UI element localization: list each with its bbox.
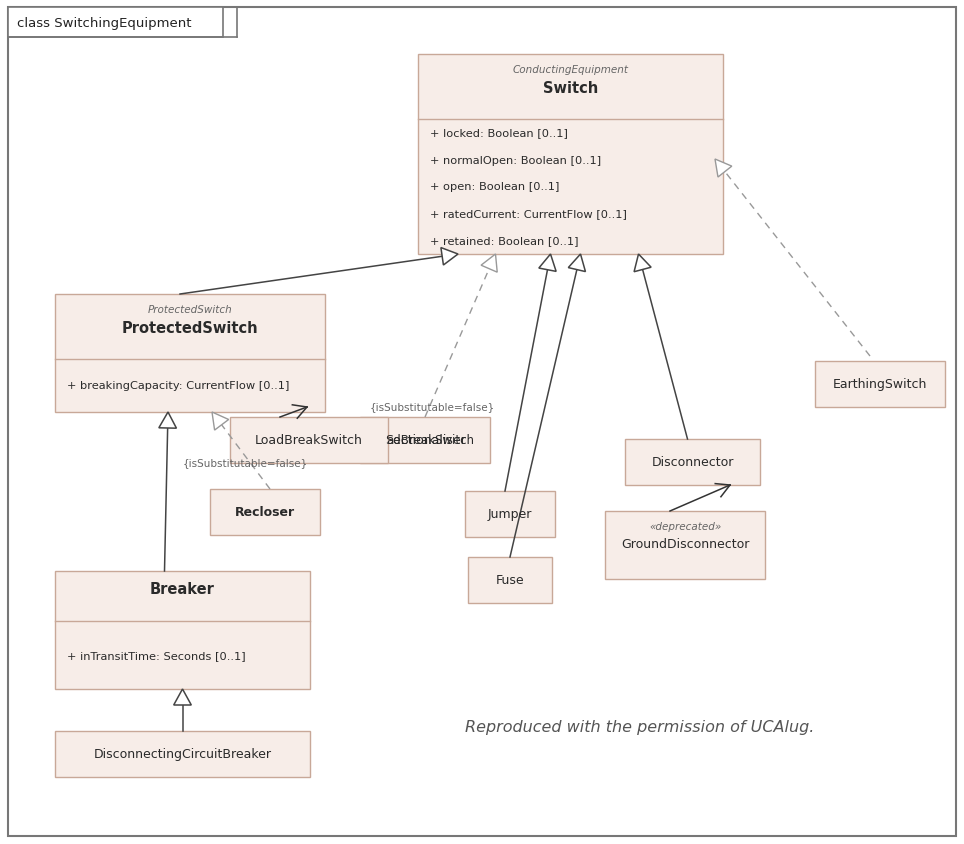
Text: Jumper: Jumper [488,508,532,521]
Bar [605,511,765,579]
Text: + locked: Boolean [0..1]: + locked: Boolean [0..1] [430,128,568,138]
Text: {isSubstitutable=false}: {isSubstitutable=false} [183,457,308,468]
Polygon shape [539,255,556,272]
Text: Fuse: Fuse [495,574,524,587]
Text: «deprecated»: «deprecated» [649,522,721,532]
Polygon shape [634,255,651,273]
Text: adBreakSwitch: adBreakSwitch [386,434,474,447]
Text: DisconnectingCircuitBreaker: DisconnectingCircuitBreaker [94,748,272,760]
Bar [8,8,223,38]
Text: ProtectedSwitch: ProtectedSwitch [147,305,232,315]
Polygon shape [481,255,497,273]
Text: + inTransitTime: Seconds [0..1]: + inTransitTime: Seconds [0..1] [67,650,246,660]
Text: ConductingEquipment: ConductingEquipment [513,65,629,75]
Polygon shape [441,248,458,266]
Text: Disconnector: Disconnector [652,456,734,469]
Polygon shape [212,413,228,430]
Text: GroundDisconnector: GroundDisconnector [621,538,749,550]
Text: Breaker: Breaker [150,582,215,597]
Bar [55,571,310,690]
Polygon shape [715,160,732,178]
Bar [55,295,325,413]
Bar [360,418,490,463]
Polygon shape [569,255,585,273]
Bar [418,55,723,255]
Text: LoadBreakSwitch: LoadBreakSwitch [255,434,362,447]
Bar [815,361,945,408]
Text: + breakingCapacity: CurrentFlow [0..1]: + breakingCapacity: CurrentFlow [0..1] [67,381,289,391]
Text: Sectionaliser: Sectionaliser [385,434,466,447]
Bar [625,440,760,485]
Text: + ratedCurrent: CurrentFlow [0..1]: + ratedCurrent: CurrentFlow [0..1] [430,209,627,219]
Bar [55,731,310,777]
Bar [465,491,555,538]
Text: Reproduced with the permission of UCAlug.: Reproduced with the permission of UCAlug… [466,720,815,734]
Polygon shape [159,413,176,429]
Polygon shape [174,690,191,706]
Text: + normalOpen: Boolean [0..1]: + normalOpen: Boolean [0..1] [430,155,602,165]
Bar [210,490,320,535]
Text: {isSubstitutable=false}: {isSubstitutable=false} [370,402,495,412]
Text: EarthingSwitch: EarthingSwitch [833,378,927,391]
Text: + open: Boolean [0..1]: + open: Boolean [0..1] [430,182,559,192]
Bar [230,418,388,463]
Text: ProtectedSwitch: ProtectedSwitch [121,321,258,336]
Bar [468,557,552,603]
Text: class SwitchingEquipment: class SwitchingEquipment [17,17,192,30]
Text: + retained: Boolean [0..1]: + retained: Boolean [0..1] [430,236,578,246]
Text: Recloser: Recloser [235,506,295,519]
Text: Switch: Switch [543,81,598,96]
